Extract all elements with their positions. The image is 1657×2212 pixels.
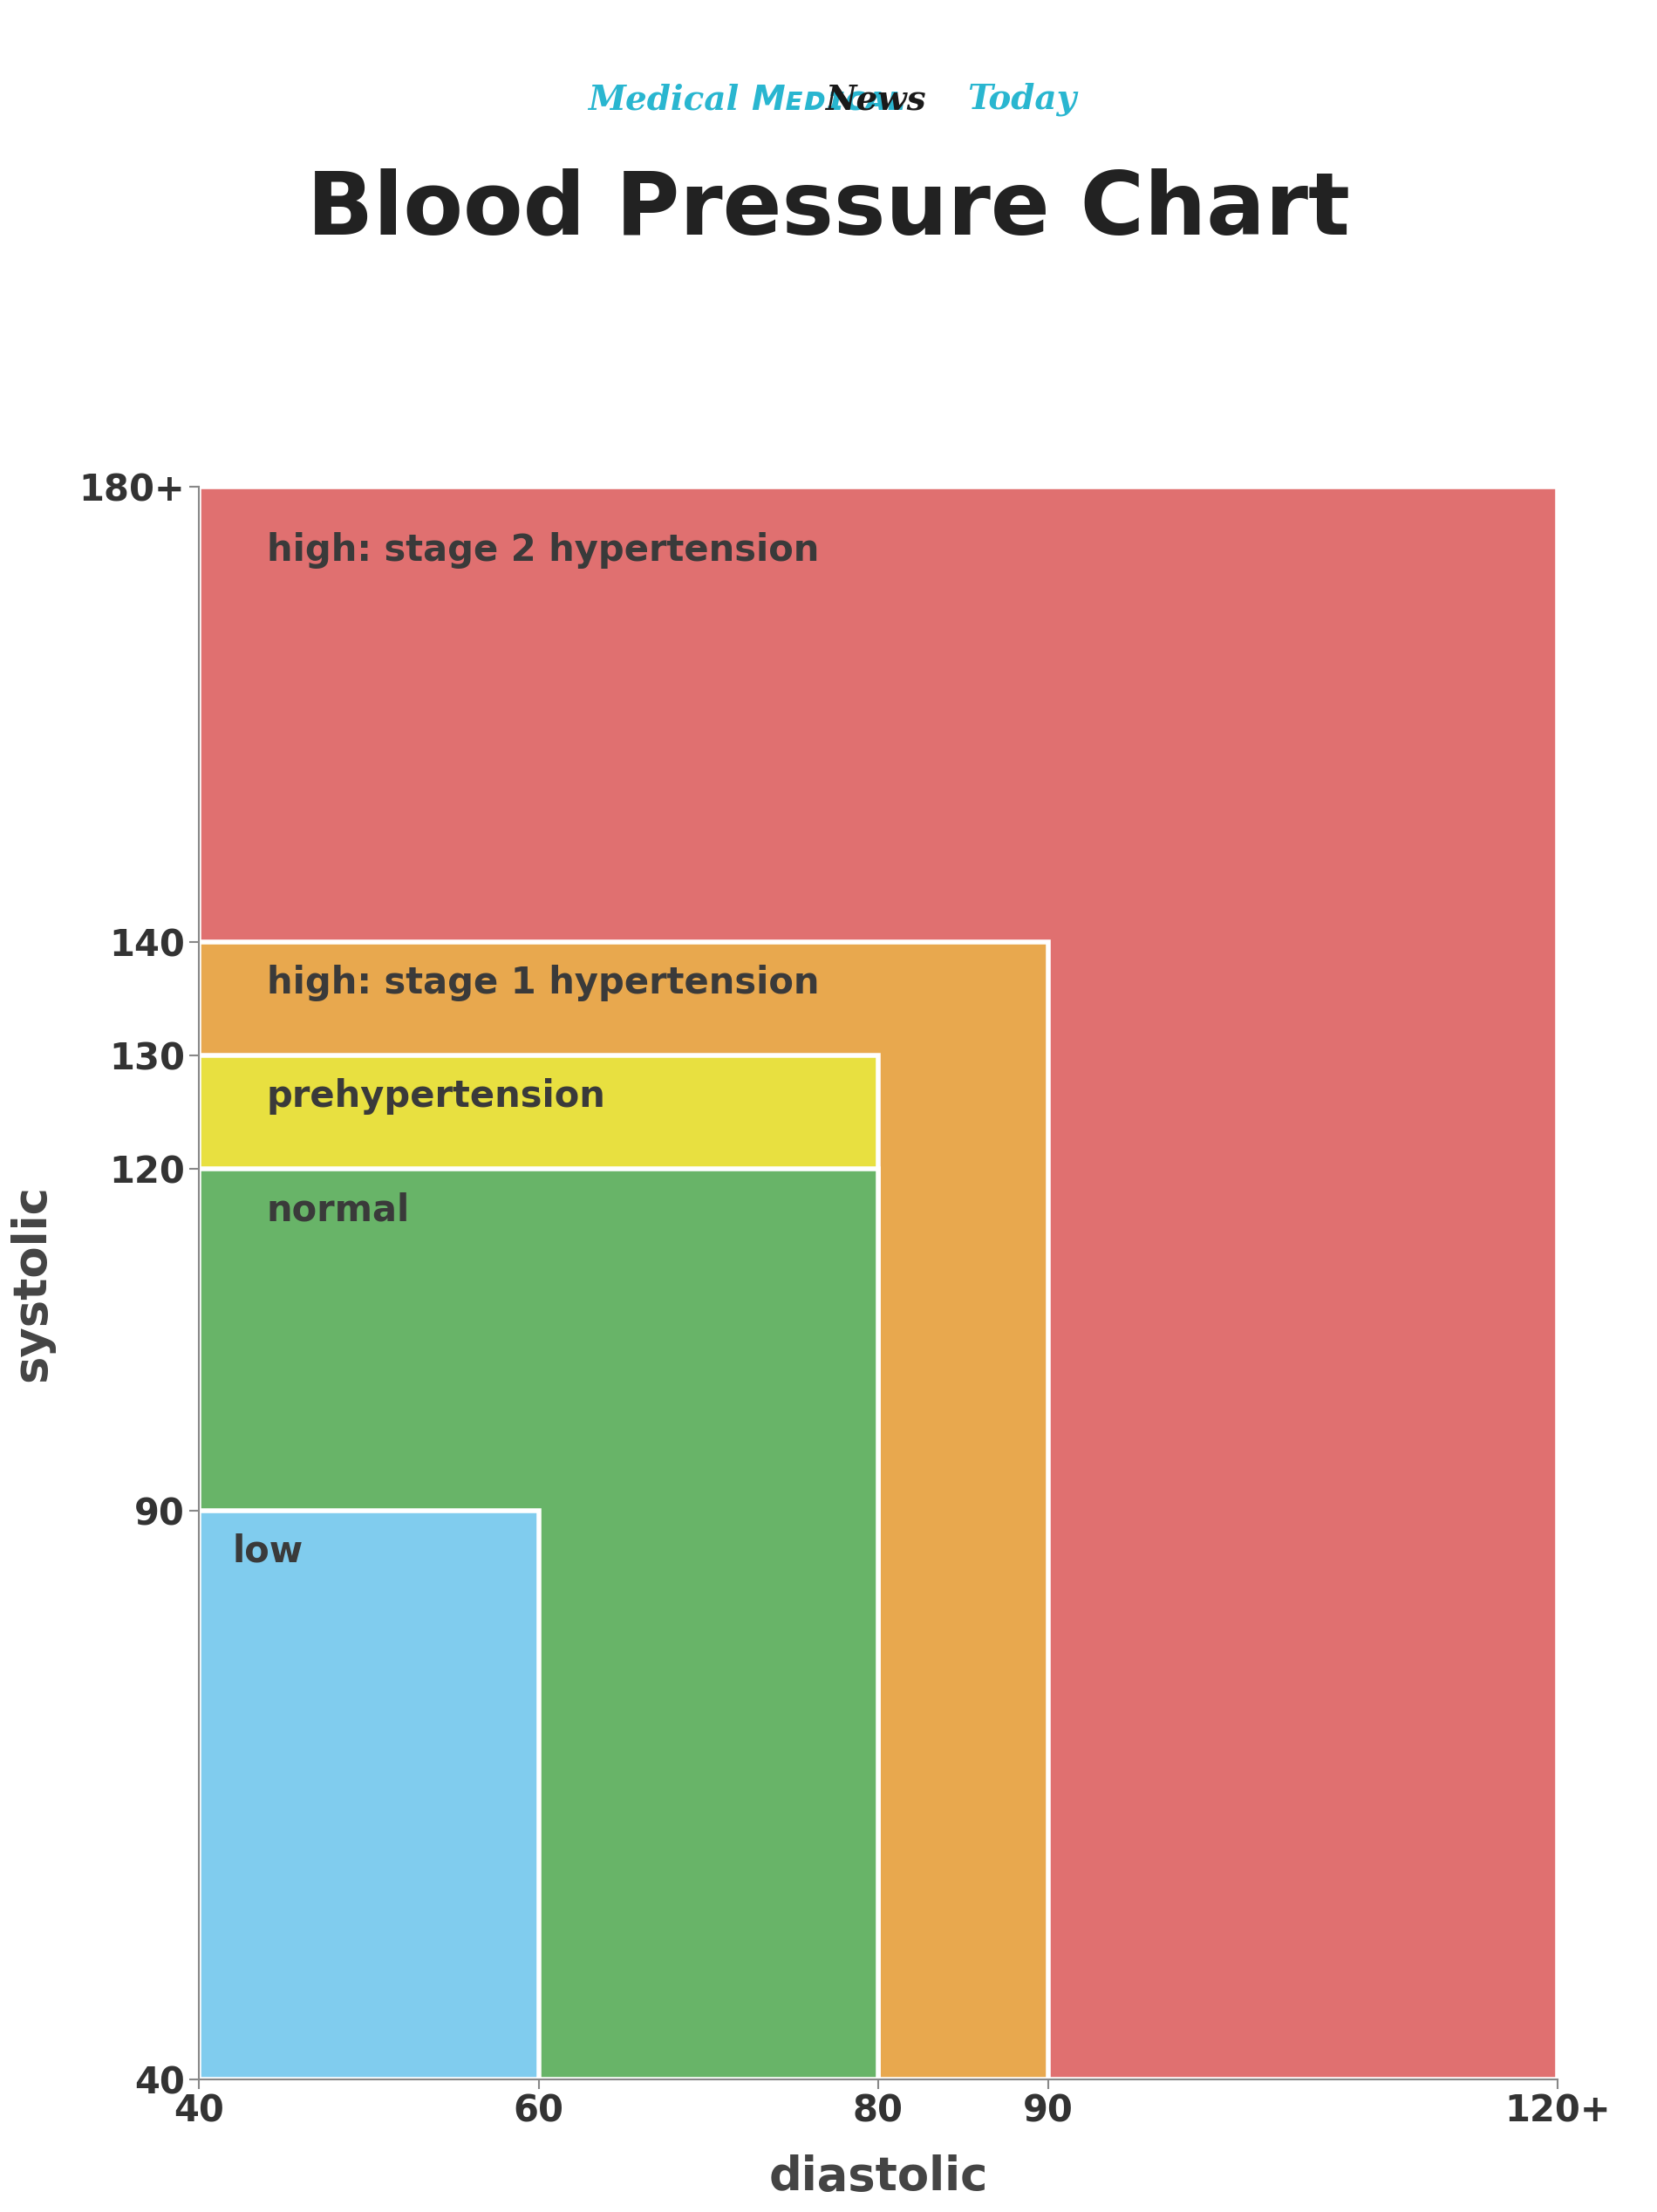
Text: Medical: Medical: [588, 84, 739, 115]
Text: Blood Pressure Chart: Blood Pressure Chart: [307, 168, 1350, 252]
Polygon shape: [199, 487, 1558, 2079]
X-axis label: diastolic: diastolic: [769, 2154, 988, 2199]
Polygon shape: [199, 1511, 539, 2079]
Text: Mᴇᴅɪᴄᴀʟ: Mᴇᴅɪᴄᴀʟ: [751, 84, 906, 115]
Text: Today: Today: [968, 82, 1077, 117]
Text: normal: normal: [267, 1192, 409, 1228]
Polygon shape: [199, 942, 1049, 2079]
Text: high: stage 2 hypertension: high: stage 2 hypertension: [267, 533, 819, 568]
Text: high: stage 1 hypertension: high: stage 1 hypertension: [267, 964, 819, 1002]
Polygon shape: [199, 1170, 878, 2079]
Text: News: News: [825, 84, 926, 115]
Y-axis label: systolic: systolic: [10, 1183, 55, 1382]
Text: low: low: [232, 1533, 303, 1571]
Polygon shape: [199, 1055, 878, 2079]
Text: prehypertension: prehypertension: [267, 1077, 606, 1115]
